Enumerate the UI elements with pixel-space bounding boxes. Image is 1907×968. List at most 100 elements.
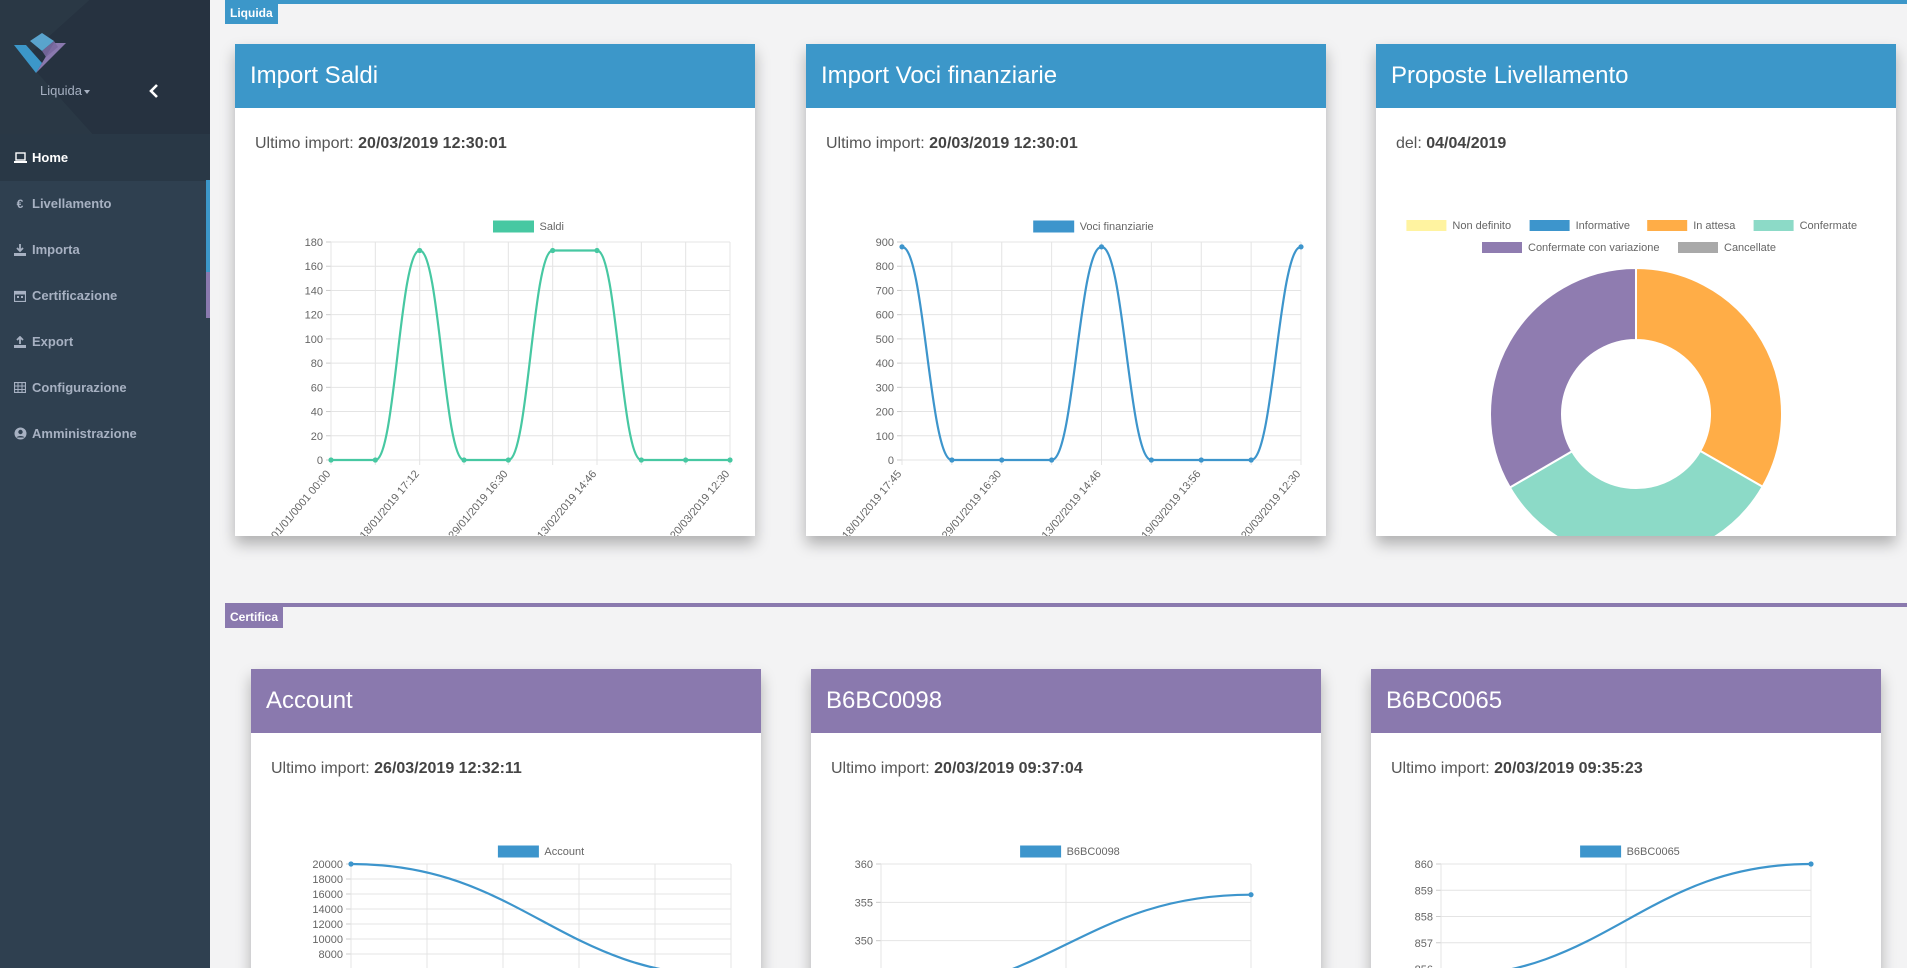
caret-down-icon	[83, 89, 90, 94]
y-tick-label: 14000	[312, 904, 343, 916]
x-tick-label: 18/01/2019 17:12	[358, 468, 422, 536]
legend-swatch	[1482, 242, 1522, 253]
data-point	[1098, 244, 1105, 250]
card-title: B6BC0098	[811, 669, 1321, 733]
x-tick-label: 19/03/2019 13:56	[1139, 468, 1203, 536]
y-tick-label: 700	[876, 285, 894, 297]
y-tick-label: 180	[305, 237, 323, 249]
y-tick-label: 600	[876, 310, 894, 322]
legend-label: Saldi	[540, 221, 564, 233]
x-tick-label: 20/03/2019 12:30	[1239, 468, 1303, 536]
y-tick-label: 140	[305, 285, 323, 297]
euro-icon: €	[16, 196, 24, 211]
sidebar-item-livellamento[interactable]: € Livellamento	[0, 180, 210, 227]
y-tick-label: 12000	[312, 919, 343, 931]
legend-swatch	[493, 220, 534, 233]
sidebar-item-home[interactable]: Home	[0, 134, 210, 181]
section-tag-liquida: Liquida	[225, 3, 278, 24]
y-tick-label: 0	[317, 455, 323, 467]
y-tick-label: 120	[305, 310, 323, 322]
card-b6bc0098: B6BC0098 Ultimo import: 20/03/2019 09:37…	[811, 669, 1321, 968]
card-b6bc0065: B6BC0065 Ultimo import: 20/03/2019 09:35…	[1371, 669, 1881, 968]
data-point	[505, 457, 511, 463]
chart-import-saldi: Saldi 0 20 40 60 80 100 120 140 160 180 01/01/0001 …	[269, 220, 733, 536]
calendar-icon	[13, 289, 27, 303]
sidebar-item-export[interactable]: Export	[0, 318, 210, 365]
legend-label: Confermate con variazione	[1528, 242, 1659, 254]
legend-swatch	[1406, 220, 1447, 231]
card-title: B6BC0065	[1371, 669, 1881, 733]
y-tick-label: 856	[1415, 964, 1433, 968]
legend-swatch	[1529, 220, 1570, 231]
y-tick-label: 20	[311, 431, 323, 443]
y-tick-label: 858	[1415, 912, 1433, 924]
data-point	[1148, 457, 1154, 463]
x-tick-label: 01/01/0001 00:00	[269, 468, 333, 536]
legend-label: B6BC0098	[1067, 846, 1120, 858]
card-proposte-livellamento: Proposte Livellamento del: 04/04/2019 No…	[1376, 44, 1896, 536]
laptop-icon	[13, 151, 27, 165]
y-tick-label: 355	[855, 897, 873, 909]
legend-swatch	[1647, 220, 1688, 231]
sidebar-item-importa[interactable]: Importa	[0, 226, 210, 273]
sidebar-item-amministrazione[interactable]: Amministrazione	[0, 410, 210, 457]
data-point	[899, 244, 905, 250]
pie-slice	[1508, 449, 1764, 536]
series-line	[1511, 862, 1812, 968]
data-point	[683, 457, 689, 463]
legend-label: Confermate	[1800, 220, 1857, 232]
y-tick-label: 859	[1415, 885, 1433, 897]
sidebar-item-label: Export	[32, 334, 74, 349]
card-import-saldi: Import Saldi Ultimo import: 20/03/2019 1…	[235, 44, 755, 536]
proposal-date-value: 04/04/2019	[1426, 135, 1507, 152]
y-tick-label: 80	[311, 358, 323, 370]
last-import: Ultimo import: 26/03/2019 12:32:11	[271, 760, 522, 777]
pie-slice	[1635, 266, 1783, 489]
data-point	[638, 457, 644, 463]
sidebar-item-certificazione[interactable]: Certificazione	[0, 272, 210, 319]
y-tick-label: 0	[888, 455, 894, 467]
user-circle-icon	[13, 427, 27, 441]
y-tick-label: 800	[876, 261, 894, 273]
y-tick-label: 16000	[312, 889, 343, 901]
x-tick-label: 13/02/2019 14:46	[535, 468, 599, 536]
y-tick-label: 400	[876, 358, 894, 370]
legend-label: B6BC0065	[1627, 846, 1680, 858]
last-import-value: 26/03/2019 12:32:11	[374, 760, 522, 777]
card-title: Import Saldi	[235, 44, 755, 108]
download-icon	[13, 243, 27, 257]
sidebar-item-label: Amministrazione	[32, 426, 137, 441]
x-tick-label: 29/01/2019 16:30	[940, 468, 1004, 536]
y-tick-label: 60	[311, 382, 323, 394]
y-tick-label: 857	[1415, 938, 1433, 950]
chart-proposte: Non definito Informative In attesa Conferma…	[1406, 220, 1857, 536]
legend-swatch	[1033, 220, 1075, 233]
sidebar-header: Liquida	[0, 0, 210, 150]
data-point	[1049, 457, 1055, 463]
series-line	[1012, 893, 1252, 968]
last-import-value: 20/03/2019 09:37:04	[934, 760, 1083, 777]
data-point	[372, 457, 378, 463]
data-point	[1198, 457, 1204, 463]
data-point	[999, 457, 1005, 463]
sidebar-item-label: Home	[32, 150, 69, 165]
y-tick-label: 360	[855, 859, 873, 871]
legend-swatch	[1020, 845, 1062, 858]
data-point	[550, 247, 556, 254]
card-import-voci-finanziarie: Import Voci finanziarie Ultimo import: 2…	[806, 44, 1326, 536]
legend-label: Cancellate	[1724, 242, 1776, 254]
x-tick-label: 13/02/2019 14:46	[1040, 468, 1104, 536]
y-tick-label: 100	[876, 431, 894, 443]
y-tick-label: 8000	[319, 949, 343, 961]
profile-dropdown[interactable]: Liquida	[0, 83, 130, 98]
section-tag-certifica: Certifica	[225, 607, 284, 628]
y-tick-label: 10000	[312, 934, 343, 946]
sidebar-item-label: Importa	[32, 242, 80, 257]
legend-label: In attesa	[1693, 220, 1736, 232]
last-import-value: 20/03/2019 09:35:23	[1494, 760, 1643, 777]
pie-slice	[1489, 266, 1637, 489]
sidebar-item-configurazione[interactable]: Configurazione	[0, 364, 210, 411]
sidebar-item-label: Certificazione	[32, 288, 118, 303]
chevron-left-icon[interactable]	[146, 80, 162, 102]
x-tick-label: 29/01/2019 16:30	[446, 468, 510, 536]
